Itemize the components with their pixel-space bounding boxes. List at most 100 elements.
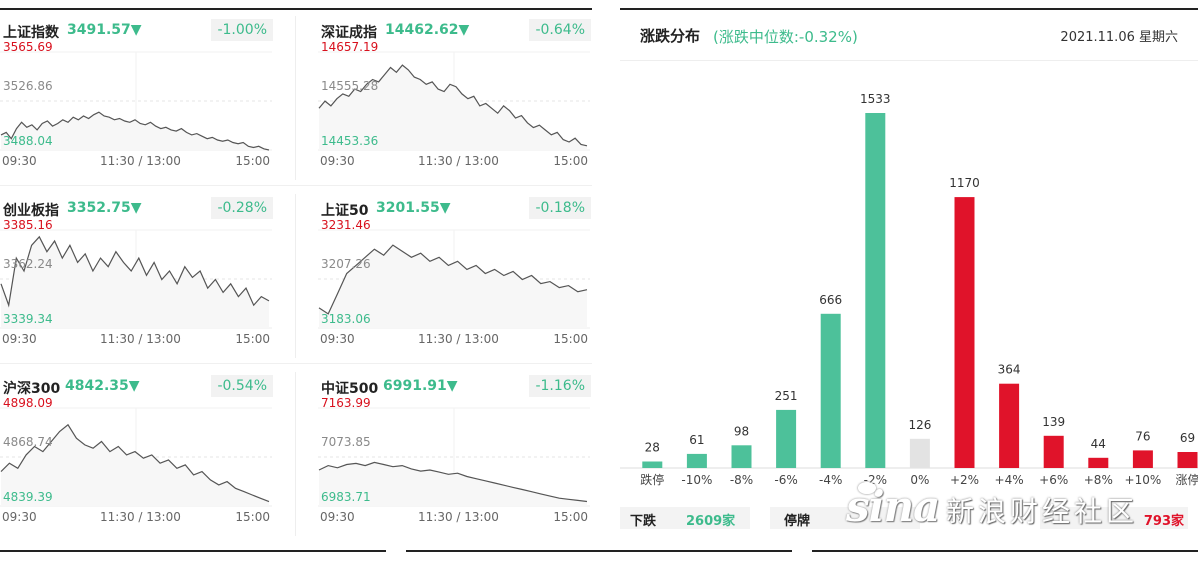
index-low-label: 14453.36 <box>321 134 379 148</box>
index-card-cyb[interactable]: 创业板指 3352.75▼ -0.28% 3385.16 3362.24 333… <box>0 196 275 366</box>
bar-+6% <box>1043 435 1064 468</box>
time-axis: 09:30 11:30 / 13:00 15:00 <box>0 332 272 348</box>
time-end: 15:00 <box>235 332 270 346</box>
index-line-chart <box>318 51 590 151</box>
time-mid: 11:30 / 13:00 <box>100 510 181 524</box>
bar-+2% <box>954 197 975 468</box>
price-area <box>1 424 269 506</box>
price-area <box>319 462 587 506</box>
time-end: 15:00 <box>235 154 270 168</box>
top-rule <box>0 8 592 10</box>
time-mid: 11:30 / 13:00 <box>100 154 181 168</box>
category-label: 涨停 <box>1175 472 1198 487</box>
index-line-chart <box>0 51 272 151</box>
bar-value-label: 1533 <box>860 92 891 106</box>
bar-value-label: 251 <box>775 389 798 403</box>
bar-value-label: 61 <box>689 433 704 447</box>
index-header: 深证成指 14462.62▼ -0.64% <box>321 18 591 44</box>
header-divider <box>620 60 1198 61</box>
summary-suspended: 停牌 <box>770 507 920 529</box>
price-area <box>1 112 269 150</box>
index-line-chart <box>0 229 272 329</box>
bar-0% <box>909 438 930 468</box>
index-card-zz500[interactable]: 中证500 6991.91▼ -1.16% 7163.99 7073.85 69… <box>318 374 593 544</box>
index-change-badge: -1.00% <box>211 19 273 41</box>
price-line <box>0 111 270 151</box>
time-end: 15:00 <box>553 510 588 524</box>
index-name: 创业板指 <box>3 203 59 219</box>
index-low-label: 3488.04 <box>3 134 53 148</box>
index-low-label: 3183.06 <box>321 312 371 326</box>
summary-suspended-label: 停牌 <box>784 514 811 529</box>
time-start: 09:30 <box>320 510 355 524</box>
index-high-label: 3231.46 <box>321 218 371 232</box>
bar-value-label: 76 <box>1135 429 1150 443</box>
watermark-text: 新浪财经社区 <box>946 495 1139 528</box>
time-end: 15:00 <box>553 154 588 168</box>
column-divider <box>295 194 296 358</box>
index-name: 上证50 <box>321 203 369 219</box>
time-start: 09:30 <box>320 332 355 346</box>
index-mid-label: 14555.28 <box>321 79 379 93</box>
time-start: 09:30 <box>2 154 37 168</box>
index-value: 3352.75▼ <box>67 200 142 216</box>
index-header: 中证500 6991.91▼ -1.16% <box>321 374 591 400</box>
category-label: -10% <box>681 473 712 487</box>
index-name: 上证指数 <box>3 25 59 41</box>
index-high-label: 14657.19 <box>321 40 379 54</box>
summary-down-label: 下跌 <box>630 514 657 529</box>
bar-value-label: 28 <box>645 441 660 455</box>
index-card-sz50[interactable]: 上证50 3201.55▼ -0.18% 3231.46 3207.26 318… <box>318 196 593 366</box>
index-line-chart <box>0 407 272 507</box>
index-low-label: 6983.71 <box>321 490 371 504</box>
index-card-sh[interactable]: 上证指数 3491.57▼ -1.00% 3565.69 3526.86 348… <box>0 18 275 188</box>
price-line <box>318 244 588 315</box>
bar-value-label: 364 <box>998 363 1021 377</box>
distribution-bar-chart: 28跌停61-10%98-8%251-6%666-4%1533-2%1260%1… <box>620 92 1198 487</box>
index-card-hs300[interactable]: 沪深300 4842.35▼ -0.54% 4898.09 4868.74 48… <box>0 374 275 544</box>
price-line <box>0 423 270 503</box>
index-panel: 上证指数 3491.57▼ -1.00% 3565.69 3526.86 348… <box>0 8 593 544</box>
time-start: 09:30 <box>320 154 355 168</box>
bar-涨停 <box>1177 452 1198 468</box>
category-label: +2% <box>950 473 979 487</box>
index-line-chart <box>318 229 590 329</box>
index-header: 上证50 3201.55▼ -0.18% <box>321 196 591 222</box>
index-value: 6991.91▼ <box>383 378 458 394</box>
sina-eye-icon <box>858 482 876 494</box>
bar--6% <box>776 409 797 468</box>
index-name: 沪深300 <box>3 381 61 397</box>
bar-value-label: 44 <box>1091 437 1106 451</box>
row-divider <box>0 363 592 364</box>
time-start: 09:30 <box>2 332 37 346</box>
index-value: 14462.62▼ <box>385 22 470 38</box>
index-mid-label: 3526.86 <box>3 79 53 93</box>
bar--10% <box>686 453 707 468</box>
index-change-badge: -0.64% <box>529 19 591 41</box>
index-name: 中证500 <box>321 381 379 397</box>
index-card-sz[interactable]: 深证成指 14462.62▼ -0.64% 14657.19 14555.28 … <box>318 18 593 188</box>
row-divider <box>0 185 592 186</box>
bar-value-label: 98 <box>734 424 749 438</box>
index-change-badge: -1.16% <box>529 375 591 397</box>
index-value: 3201.55▼ <box>376 200 451 216</box>
time-mid: 11:30 / 13:00 <box>418 332 499 346</box>
bottom-rule <box>406 550 792 552</box>
time-end: 15:00 <box>553 332 588 346</box>
time-axis: 09:30 11:30 / 13:00 15:00 <box>0 510 272 526</box>
bar-+10% <box>1132 450 1153 468</box>
price-area <box>1 236 269 328</box>
time-axis: 09:30 11:30 / 13:00 15:00 <box>318 332 590 348</box>
bar--4% <box>820 313 841 468</box>
bar-value-label: 69 <box>1180 431 1195 445</box>
category-label: -6% <box>774 473 797 487</box>
distribution-subtitle: (涨跌中位数:-0.32%) <box>713 28 858 46</box>
bar-+4% <box>999 383 1020 468</box>
price-line <box>0 235 270 308</box>
index-low-label: 4839.39 <box>3 490 53 504</box>
summary-down: 下跌 2609家 <box>620 507 750 529</box>
index-high-label: 3385.16 <box>3 218 53 232</box>
index-high-label: 4898.09 <box>3 396 53 410</box>
index-high-label: 7163.99 <box>321 396 371 410</box>
distribution-title: 涨跌分布 <box>640 27 701 45</box>
